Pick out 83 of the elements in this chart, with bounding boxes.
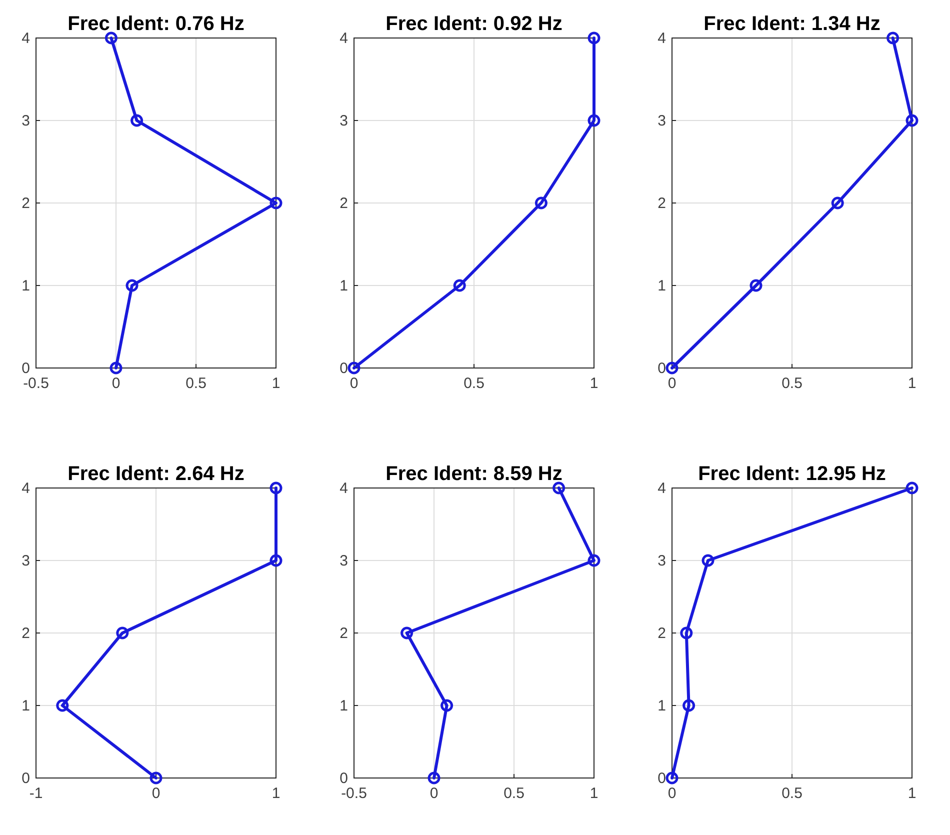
point <box>150 772 162 784</box>
y-tick-label: 1 <box>340 278 348 294</box>
y-tick-label: 0 <box>340 770 348 787</box>
chart-title: Frec Ident: 0.92 Hz <box>386 13 562 35</box>
y-tick-label: 3 <box>22 552 30 570</box>
point <box>588 114 600 127</box>
y-tick-label: 4 <box>658 30 666 47</box>
y-tick-label: 3 <box>340 112 348 130</box>
y-tick-label: 3 <box>340 552 348 570</box>
x-tick-label: -1 <box>29 785 43 802</box>
point <box>348 362 360 374</box>
point <box>56 699 69 712</box>
point <box>831 196 844 210</box>
point <box>682 699 696 712</box>
x-tick-label: 0.5 <box>782 785 802 802</box>
y-tick-label: 0 <box>658 770 666 787</box>
y-tick-label: 0 <box>340 360 348 377</box>
y-tick-label: 2 <box>340 195 348 212</box>
point <box>886 32 900 44</box>
y-tick-label: 4 <box>340 480 348 497</box>
point <box>270 554 282 567</box>
x-tick-label: 0 <box>112 375 120 392</box>
point <box>552 482 566 494</box>
y-tick-label: 3 <box>22 112 30 130</box>
point <box>702 554 714 567</box>
chart-title: Frec Ident: 8.59 Hz <box>386 463 562 485</box>
y-tick-label: 1 <box>658 698 666 714</box>
chart-title: Frec Ident: 1.34 Hz <box>704 13 880 35</box>
point <box>680 626 693 640</box>
x-tick-label: 1 <box>272 785 280 802</box>
y-tick-label: 1 <box>340 698 348 714</box>
point <box>666 362 678 374</box>
y-tick-label: 0 <box>22 360 30 377</box>
y-tick-label: 4 <box>340 30 348 47</box>
point <box>666 772 678 784</box>
y-tick-label: 3 <box>658 112 666 130</box>
x-tick-label: 0.5 <box>464 375 484 392</box>
y-tick-label: 1 <box>22 278 30 294</box>
point <box>116 626 129 640</box>
chart-title: Frec Ident: 2.64 Hz <box>68 463 244 485</box>
x-tick-label: 0.5 <box>186 375 206 392</box>
point <box>588 554 600 567</box>
y-tick-label: 3 <box>658 552 666 570</box>
y-tick-label: 1 <box>22 698 30 714</box>
x-tick-label: 0 <box>152 785 160 802</box>
point <box>270 482 282 494</box>
point <box>270 196 282 210</box>
point <box>588 32 600 44</box>
y-tick-label: 1 <box>658 278 666 294</box>
point <box>440 699 454 712</box>
point <box>104 32 118 44</box>
chart-title: Frec Ident: 0.76 Hz <box>68 13 244 35</box>
y-tick-label: 4 <box>22 480 30 497</box>
point <box>906 114 918 127</box>
point <box>453 279 466 292</box>
x-tick-label: -0.5 <box>341 785 367 802</box>
x-tick-label: 0.5 <box>782 375 802 392</box>
point <box>534 196 548 210</box>
y-tick-label: 2 <box>22 195 30 212</box>
y-tick-label: 2 <box>22 625 30 642</box>
point <box>110 362 122 374</box>
point <box>130 114 144 127</box>
x-tick-label: 1 <box>590 375 598 392</box>
x-tick-label: 1 <box>908 785 916 802</box>
y-tick-label: 2 <box>658 195 666 212</box>
y-tick-label: 2 <box>658 625 666 642</box>
point <box>400 626 414 640</box>
x-tick-label: 1 <box>590 785 598 802</box>
y-tick-label: 0 <box>658 360 666 377</box>
x-tick-label: 0.5 <box>504 785 524 802</box>
chart-title: Frec Ident: 12.95 Hz <box>698 463 886 485</box>
y-tick-label: 4 <box>658 480 666 497</box>
y-tick-label: 2 <box>340 625 348 642</box>
point <box>906 482 918 494</box>
x-tick-label: 1 <box>908 375 916 392</box>
point <box>126 279 138 292</box>
point <box>750 279 762 292</box>
x-tick-label: 0 <box>430 785 438 802</box>
x-tick-label: -0.5 <box>23 375 49 392</box>
y-tick-label: 4 <box>22 30 30 47</box>
x-tick-label: 1 <box>272 375 280 392</box>
point <box>428 772 440 784</box>
y-tick-label: 0 <box>22 770 30 787</box>
